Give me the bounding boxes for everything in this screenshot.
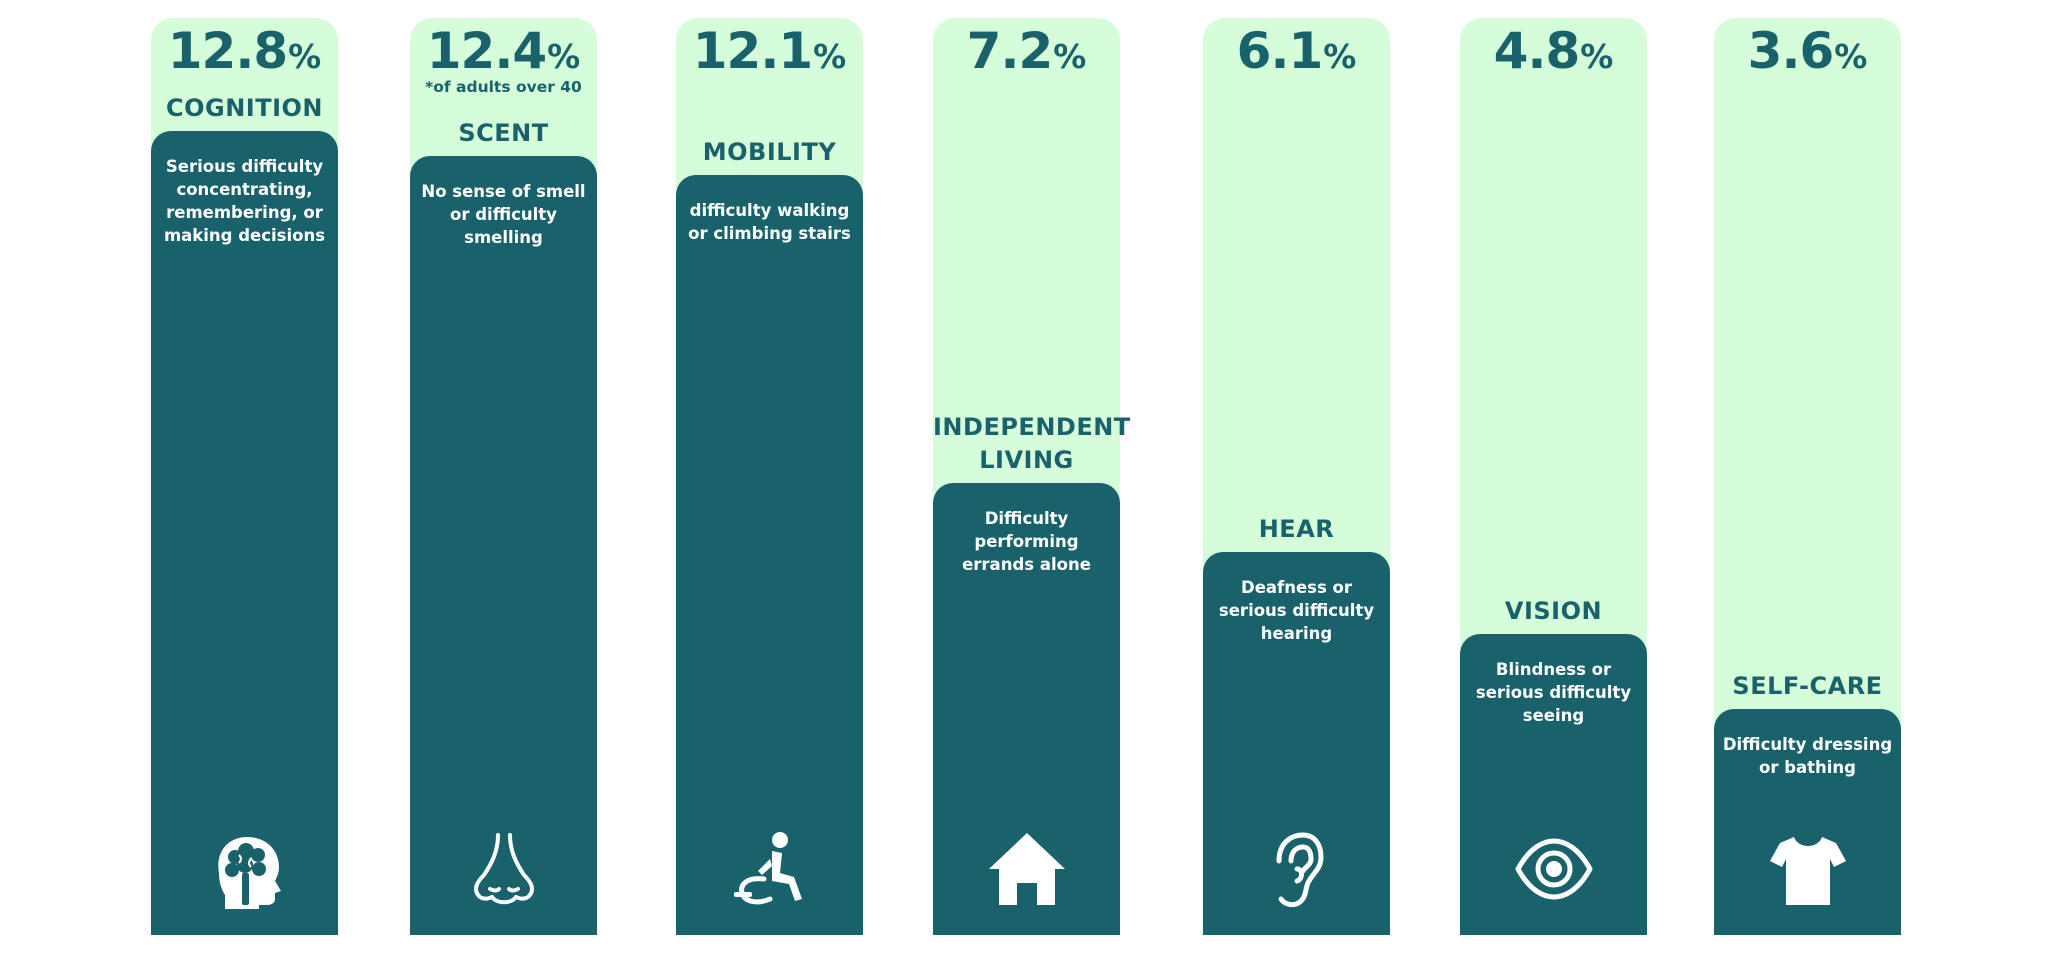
category-label: INDEPENDENT LIVING bbox=[933, 412, 1131, 474]
value-unit: % bbox=[288, 37, 322, 76]
value-number: 12.4 bbox=[426, 22, 547, 80]
house-icon bbox=[987, 829, 1067, 909]
bar-column: 7.2% Difficulty performing errands alone I… bbox=[933, 18, 1131, 935]
bar-column: 12.8% Serious difficulty concentrating, r… bbox=[151, 18, 338, 935]
value-label: 6.1% bbox=[1203, 26, 1390, 76]
bar-column: 4.8% Blindness or serious difficulty seei… bbox=[1460, 18, 1647, 935]
bar-description: Serious difficulty concentrating, rememb… bbox=[163, 157, 326, 246]
bar-description: Difficulty performing errands alone bbox=[962, 508, 1091, 574]
bar-fill: Deafness or serious difficulty hearing bbox=[1203, 551, 1390, 935]
value-number: 7.2 bbox=[966, 22, 1054, 80]
value-label: 12.1% bbox=[676, 26, 863, 76]
category-label: VISION bbox=[1504, 596, 1603, 625]
category-label: SELF-CARE bbox=[1732, 671, 1883, 700]
value-unit: % bbox=[1834, 37, 1868, 76]
footnote-label: *of adults over 40 bbox=[425, 78, 582, 96]
bar-fill: Difficulty dressing or bathing bbox=[1714, 708, 1901, 935]
value-unit: % bbox=[1323, 37, 1357, 76]
value-number: 12.1 bbox=[692, 22, 813, 80]
value-label: 3.6% bbox=[1714, 26, 1901, 76]
brain-head-icon bbox=[205, 829, 285, 909]
value-number: 4.8 bbox=[1493, 22, 1581, 80]
value-unit: % bbox=[813, 37, 847, 76]
bar-description: Deafness or serious difficulty hearing bbox=[1218, 577, 1375, 643]
wheelchair-icon bbox=[730, 829, 810, 909]
ear-icon bbox=[1257, 829, 1337, 909]
bar-description: Blindness or serious difficulty seeing bbox=[1475, 659, 1632, 725]
nose-icon bbox=[464, 829, 544, 909]
bar-fill: Blindness or serious difficulty seeing bbox=[1460, 633, 1647, 935]
tshirt-icon bbox=[1768, 829, 1848, 909]
category-label: SCENT bbox=[458, 119, 549, 148]
bar-fill: Difficulty performing errands alone bbox=[933, 482, 1120, 935]
value-number: 3.6 bbox=[1747, 22, 1835, 80]
bar-column: 3.6% Difficulty dressing or bathing SELF-C… bbox=[1714, 18, 1901, 935]
bar-column: 6.1% Deafness or serious difficulty heari… bbox=[1203, 18, 1390, 935]
value-label: 12.8% bbox=[151, 26, 338, 76]
bar-description: difficulty walking or climbing stairs bbox=[688, 201, 851, 244]
eye-icon bbox=[1514, 829, 1594, 909]
bar-description: No sense of smell or difficulty smelling bbox=[421, 182, 586, 248]
bar-fill: No sense of smell or difficulty smelling bbox=[410, 156, 597, 935]
value-unit: % bbox=[1053, 37, 1087, 76]
category-label: HEAR bbox=[1258, 514, 1335, 543]
value-number: 6.1 bbox=[1236, 22, 1324, 80]
value-label: 7.2% bbox=[933, 26, 1120, 76]
value-label: 4.8% bbox=[1460, 26, 1647, 76]
bar-fill: difficulty walking or climbing stairs bbox=[676, 175, 863, 935]
value-label: 12.4% bbox=[410, 26, 597, 76]
value-unit: % bbox=[1580, 37, 1614, 76]
bar-column: 12.4% *of adults over 40 No sense of smell… bbox=[410, 18, 597, 935]
category-label: MOBILITY bbox=[702, 138, 837, 167]
value-unit: % bbox=[547, 37, 581, 76]
bar-column: 12.1% difficulty walking or climbing stai… bbox=[676, 18, 863, 935]
bar-fill: Serious difficulty concentrating, rememb… bbox=[151, 131, 338, 935]
category-label: COGNITION bbox=[165, 94, 324, 123]
bar-description: Difficulty dressing or bathing bbox=[1722, 734, 1893, 777]
value-number: 12.8 bbox=[167, 22, 288, 80]
